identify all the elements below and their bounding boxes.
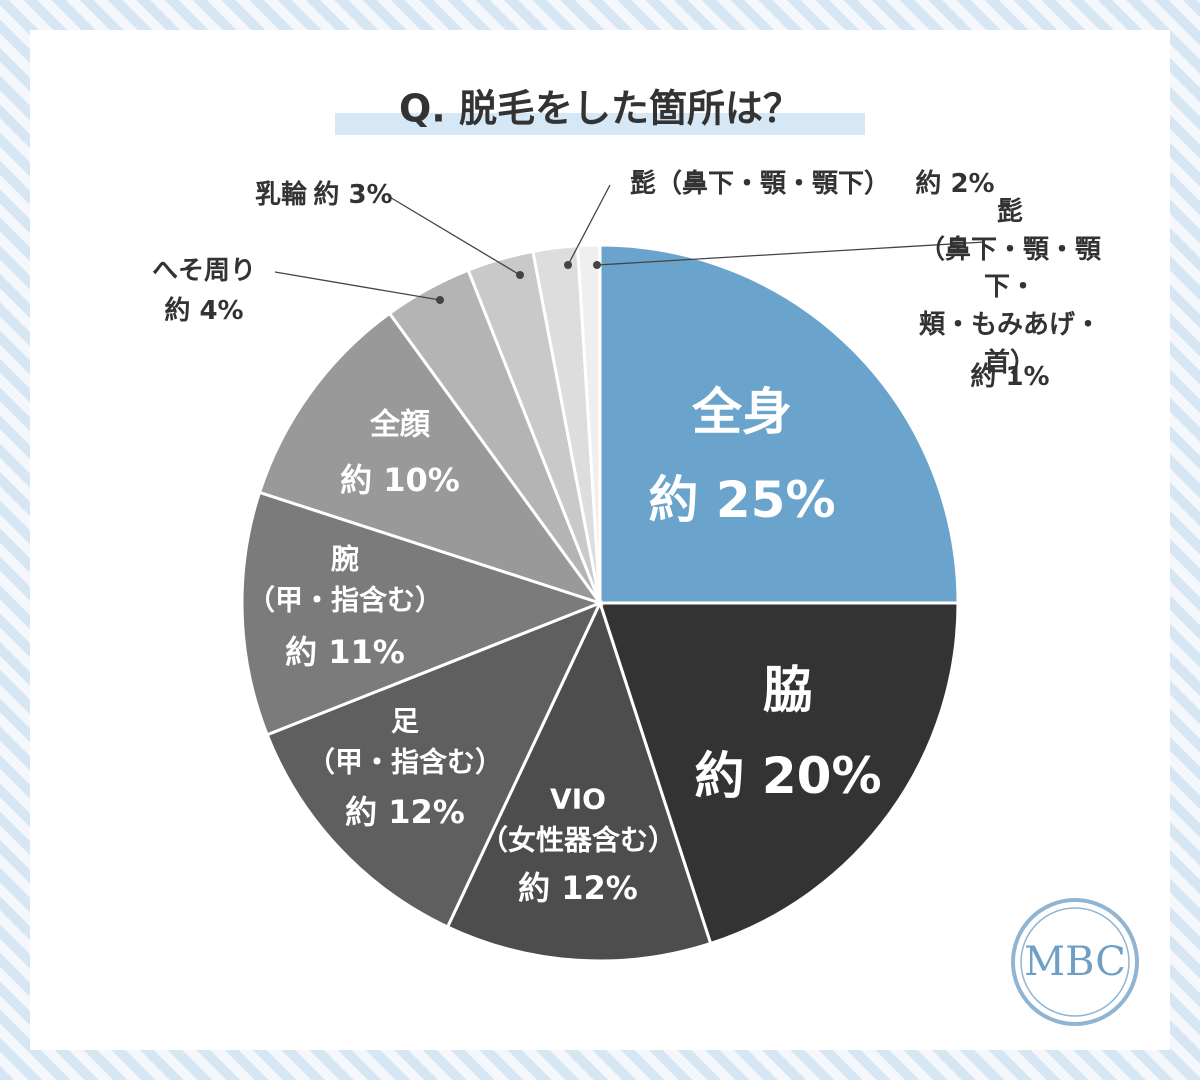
pie-slice bbox=[598, 243, 960, 605]
value-label: 約 10% bbox=[340, 460, 460, 499]
slice-label: VIO （女性器含む） bbox=[479, 782, 677, 856]
slice-label: 足 （甲・指含む） bbox=[306, 704, 504, 778]
value-label: 約 20% bbox=[694, 746, 882, 805]
slice-label: 全顔 bbox=[370, 407, 430, 443]
logo: MBC bbox=[1024, 939, 1126, 985]
leader-line bbox=[387, 195, 521, 276]
value-label: 約 4% bbox=[164, 296, 244, 327]
value-label: 約 11% bbox=[285, 632, 405, 671]
pie-slice bbox=[257, 311, 604, 606]
slice-label: 全身 bbox=[692, 382, 792, 441]
pie-slice bbox=[445, 598, 713, 963]
leader-dot bbox=[436, 296, 444, 304]
leader-line bbox=[596, 241, 986, 266]
slice-label: 腕 （甲・指含む） bbox=[246, 542, 444, 616]
value-label: 約 1% bbox=[970, 362, 1050, 393]
pie-slice bbox=[265, 600, 603, 929]
leader-dot bbox=[564, 261, 572, 269]
value-label: 約 3% bbox=[313, 180, 393, 211]
chart-title: Q. 脱毛をした箇所は？ bbox=[399, 86, 801, 131]
slice-label: へそ周り bbox=[151, 256, 257, 287]
slice-label: 髭 （鼻下・顎・顎下・ 頬・もみあげ・首） bbox=[918, 196, 1101, 378]
leader-line bbox=[567, 184, 611, 266]
leader-dot bbox=[516, 271, 524, 279]
slice-label: 髭（鼻下・顎・顎下） bbox=[629, 169, 891, 200]
value-label: 約 12% bbox=[345, 792, 465, 831]
pie-slice bbox=[597, 601, 960, 946]
leader-line bbox=[274, 271, 441, 301]
value-label: 約 2% bbox=[915, 169, 995, 200]
title-highlight bbox=[335, 113, 865, 135]
slice-label: 脇 bbox=[763, 660, 813, 719]
logo-badge bbox=[1011, 898, 1139, 1026]
pie-slice bbox=[240, 490, 605, 737]
value-label: 約 25% bbox=[648, 470, 836, 529]
value-label: 約 12% bbox=[518, 868, 638, 907]
leader-dot bbox=[593, 261, 601, 269]
slice-label: 乳輪 bbox=[254, 180, 308, 211]
